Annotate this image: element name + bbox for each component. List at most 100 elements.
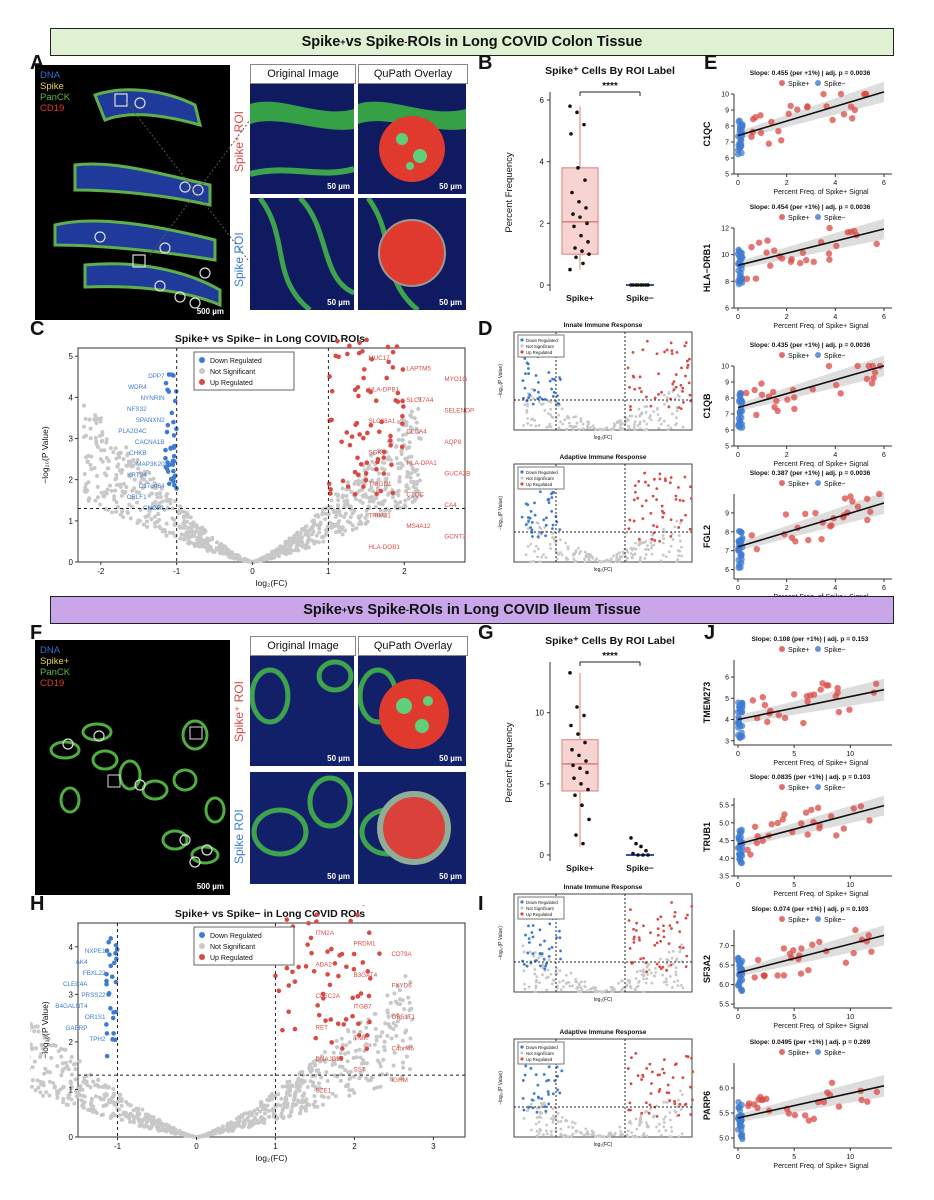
ns-point xyxy=(645,977,649,981)
down-point xyxy=(520,515,524,519)
ns-point xyxy=(370,459,375,464)
ns-point xyxy=(537,1120,541,1124)
ns-point xyxy=(669,1125,673,1129)
data-point xyxy=(634,841,638,846)
x-tick-label: 6 xyxy=(882,314,886,321)
ns-point xyxy=(526,527,530,530)
data-point-pos xyxy=(841,495,849,502)
ns-point xyxy=(30,1078,35,1083)
up-point xyxy=(636,496,640,500)
down-point xyxy=(104,1022,109,1027)
data-point xyxy=(576,732,580,736)
up-point xyxy=(632,375,636,379)
up-point xyxy=(674,497,678,501)
data-point-pos xyxy=(870,375,877,382)
ns-point xyxy=(395,983,400,988)
ns-point xyxy=(343,511,348,516)
ns-point xyxy=(112,494,117,499)
ns-point xyxy=(665,962,669,965)
data-point-neg xyxy=(737,397,745,404)
up-point xyxy=(640,390,643,394)
legend-label: Spike+ xyxy=(788,917,810,924)
ns-point xyxy=(641,968,645,972)
data-point-pos xyxy=(868,380,876,387)
up-point xyxy=(345,351,350,357)
ns-point xyxy=(218,1129,223,1134)
scatter-e-c1qc: Slope: 0.455 (per +1%) | adj. p = 0.0036… xyxy=(702,70,892,196)
ns-point xyxy=(676,979,680,983)
ns-point xyxy=(679,983,683,987)
gene-label-up: HLA-DPA1 xyxy=(406,460,437,467)
ns-point xyxy=(396,420,401,425)
ns-point xyxy=(549,413,553,417)
ns-point xyxy=(319,1094,324,1099)
ns-point xyxy=(188,515,193,520)
down-point xyxy=(527,941,531,944)
ns-point xyxy=(259,1114,264,1119)
ns-point xyxy=(99,439,104,444)
data-point-pos xyxy=(816,938,823,946)
panel-label-b: B xyxy=(478,52,493,74)
up-point xyxy=(630,1056,633,1059)
ns-point xyxy=(552,1116,556,1120)
x-tick-label: 0 xyxy=(736,882,740,889)
ns-point xyxy=(114,500,119,505)
ns-point xyxy=(535,975,539,978)
down-point xyxy=(113,951,118,956)
ns-point xyxy=(574,415,578,419)
ns-point xyxy=(628,427,632,430)
ns-point xyxy=(179,532,184,537)
data-point-neg xyxy=(735,957,742,964)
ns-point xyxy=(402,1007,407,1012)
legend-box xyxy=(517,466,565,490)
ns-point xyxy=(533,968,537,971)
tile-scalebar: 50 µm xyxy=(327,298,350,307)
ns-point xyxy=(543,409,547,412)
ns-point xyxy=(574,559,578,563)
y-tick-label: 10 xyxy=(721,92,729,99)
up-point xyxy=(647,1111,651,1115)
ns-point xyxy=(93,1094,98,1099)
volcano-title: Innate Immune Response xyxy=(564,322,643,329)
ns-point xyxy=(137,471,142,476)
up-point xyxy=(669,341,673,345)
y-tick-label: 8 xyxy=(725,279,729,286)
up-point xyxy=(343,1017,349,1022)
down-point xyxy=(527,372,530,375)
down-point xyxy=(558,1091,562,1095)
ns-point xyxy=(662,1100,666,1104)
gene-axis-label: SF3A2 xyxy=(702,955,712,983)
colon-channel-legend: DNA Spike PanCK CD19 xyxy=(40,70,70,114)
gene-axis-label: TRUB1 xyxy=(702,822,712,852)
ns-point xyxy=(101,494,106,499)
ns-point xyxy=(590,1129,594,1133)
ns-point xyxy=(109,1115,114,1120)
ns-point xyxy=(279,1111,284,1116)
ns-point xyxy=(160,1125,165,1130)
ns-point xyxy=(674,970,678,974)
gene-label-up: B3GAT4 xyxy=(353,972,377,979)
up-point xyxy=(667,1091,671,1095)
up-point xyxy=(669,963,673,967)
tile-scalebar: 50 µm xyxy=(439,298,462,307)
ns-point xyxy=(633,420,637,424)
ns-point xyxy=(352,1036,357,1041)
up-point xyxy=(335,338,340,344)
ns-point xyxy=(321,539,326,544)
data-point-pos xyxy=(753,411,760,419)
up-point xyxy=(670,927,673,930)
x-axis-label: Percent Freq. of Spike+ Signal xyxy=(773,323,869,330)
legend-swatch-neg xyxy=(815,784,821,790)
ns-point xyxy=(548,542,552,546)
ns-point xyxy=(680,545,683,549)
ns-point xyxy=(379,466,384,471)
y-tick-label: 5 xyxy=(725,444,729,451)
ns-point xyxy=(259,1119,264,1124)
data-point xyxy=(639,844,643,849)
ns-point xyxy=(258,1100,263,1105)
ns-point xyxy=(30,1028,32,1033)
data-point-pos xyxy=(849,498,856,505)
ns-point xyxy=(664,1129,668,1132)
ns-point xyxy=(178,536,183,541)
data-point-pos xyxy=(807,692,814,699)
